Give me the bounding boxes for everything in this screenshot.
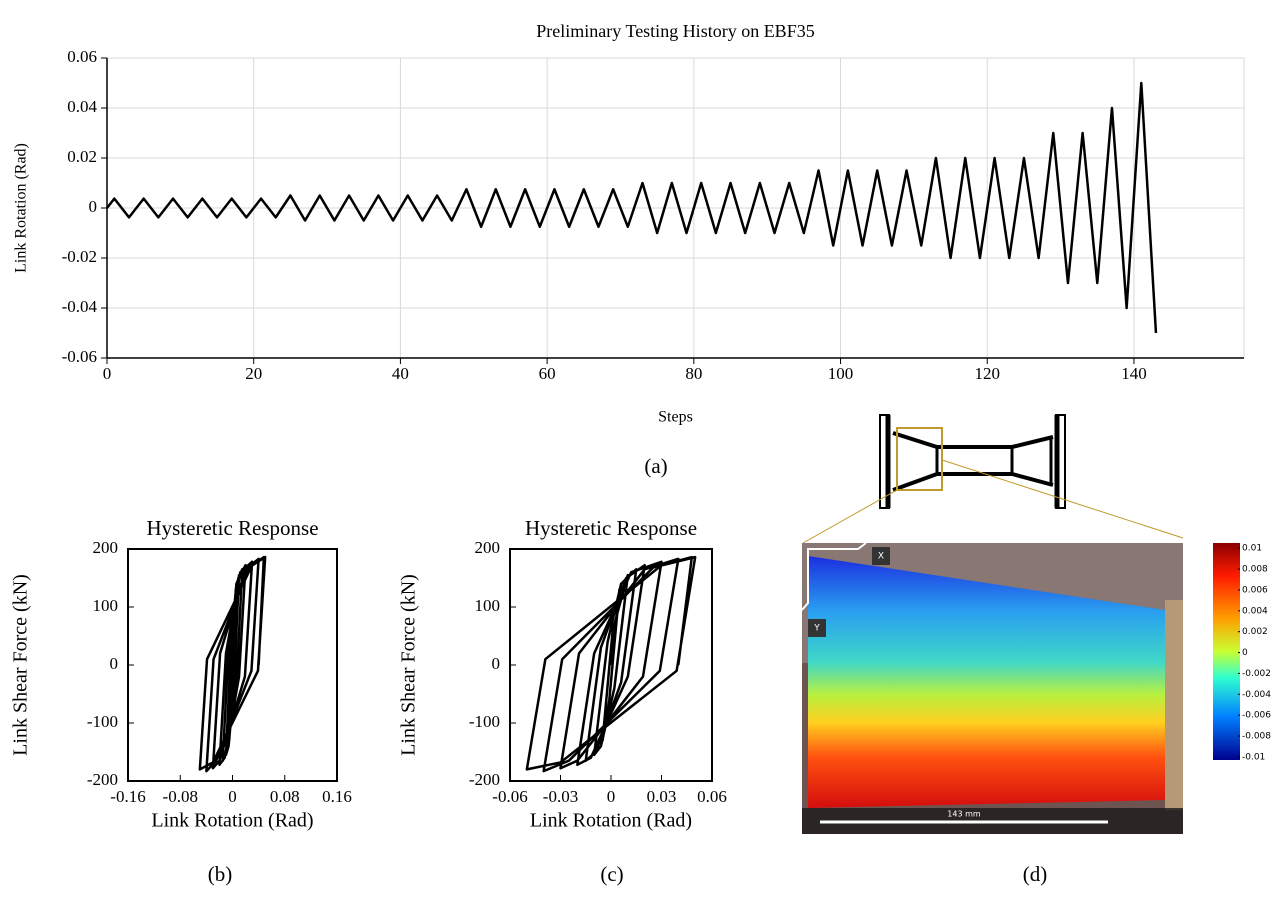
x-axis-label: Steps: [658, 409, 693, 426]
colorbar-label: -0.01: [1242, 752, 1265, 762]
y-tick-label: 0.02: [67, 147, 97, 166]
x-tick-label: 0: [228, 787, 237, 806]
link-schematic: [802, 414, 1184, 544]
x-tick-label: -0.03: [543, 787, 578, 806]
y-tick-label: -0.06: [62, 347, 97, 366]
x-tick-label: 140: [1121, 364, 1147, 383]
colorbar-label: 0.006: [1242, 585, 1268, 595]
plot-frame: [509, 548, 713, 782]
y-axis-label: Link Shear Force (kN): [10, 574, 32, 756]
chart-title: Hysteretic Response: [146, 516, 318, 540]
y-tick-label: 100: [93, 596, 119, 615]
caption: (b): [208, 862, 233, 886]
x-tick-label: 40: [392, 364, 409, 383]
colorbar-label: -0.008: [1242, 732, 1271, 742]
x-tick-label: -0.16: [110, 787, 145, 806]
x-axis-label: Link Rotation (Rad): [530, 810, 692, 832]
x-axis-label: Link Rotation (Rad): [151, 810, 313, 832]
x-tick-label: 100: [828, 364, 854, 383]
axis-marker: Y: [813, 624, 820, 634]
x-tick-label: -0.08: [163, 787, 198, 806]
y-tick-label: -100: [87, 712, 118, 731]
chart-title: Preliminary Testing History on EBF35: [536, 21, 814, 41]
dic-photo: [801, 542, 1183, 834]
colorbar-label: -0.002: [1242, 669, 1271, 679]
y-tick-label: 200: [475, 538, 501, 557]
caption: (a): [644, 454, 667, 478]
y-tick-label: 0.04: [67, 97, 97, 116]
colorbar-label: 0.004: [1242, 606, 1268, 616]
colorbar-label: 0.01: [1242, 544, 1262, 554]
y-tick-label: -0.02: [62, 247, 97, 266]
x-tick-label: 20: [245, 364, 262, 383]
y-axis-label: Link Rotation (Rad): [13, 143, 30, 273]
colorbar-label: -0.006: [1242, 711, 1271, 721]
data-line: [525, 555, 697, 773]
plot-frame: [127, 548, 338, 782]
y-tick-label: 0: [89, 197, 98, 216]
colorbar-label: -0.004: [1242, 690, 1271, 700]
colorbar-label: 0.002: [1242, 627, 1268, 637]
x-tick-label: 120: [975, 364, 1001, 383]
x-tick-label: 0.16: [322, 787, 352, 806]
x-tick-label: 0: [607, 787, 616, 806]
y-tick-label: 200: [93, 538, 119, 557]
y-tick-label: -0.04: [62, 297, 98, 316]
data-line: [198, 555, 267, 773]
x-tick-label: 0.06: [697, 787, 727, 806]
x-tick-label: 80: [685, 364, 702, 383]
y-tick-label: 0: [110, 654, 119, 673]
x-tick-label: 60: [539, 364, 556, 383]
scale-bar-label: 143 mm: [947, 810, 981, 819]
x-tick-label: 0: [103, 364, 112, 383]
data-line: [106, 81, 1158, 334]
colorbar-label: 0.008: [1242, 565, 1268, 575]
y-tick-label: -200: [87, 770, 118, 789]
colorbar: [1213, 543, 1240, 760]
colorbar-label: 0: [1242, 648, 1248, 658]
y-axis-label: Link Shear Force (kN): [398, 574, 420, 756]
chart-title: Hysteretic Response: [525, 516, 697, 540]
caption: (c): [600, 862, 623, 886]
caption: (d): [1023, 862, 1048, 886]
y-tick-label: 100: [475, 596, 501, 615]
y-tick-label: 0: [492, 654, 501, 673]
y-tick-label: -200: [469, 770, 500, 789]
y-tick-label: 0.06: [67, 47, 97, 66]
x-tick-label: -0.06: [492, 787, 527, 806]
x-tick-label: 0.08: [270, 787, 300, 806]
axis-marker: X: [878, 552, 884, 562]
x-tick-label: 0.03: [647, 787, 677, 806]
y-tick-label: -100: [469, 712, 500, 731]
